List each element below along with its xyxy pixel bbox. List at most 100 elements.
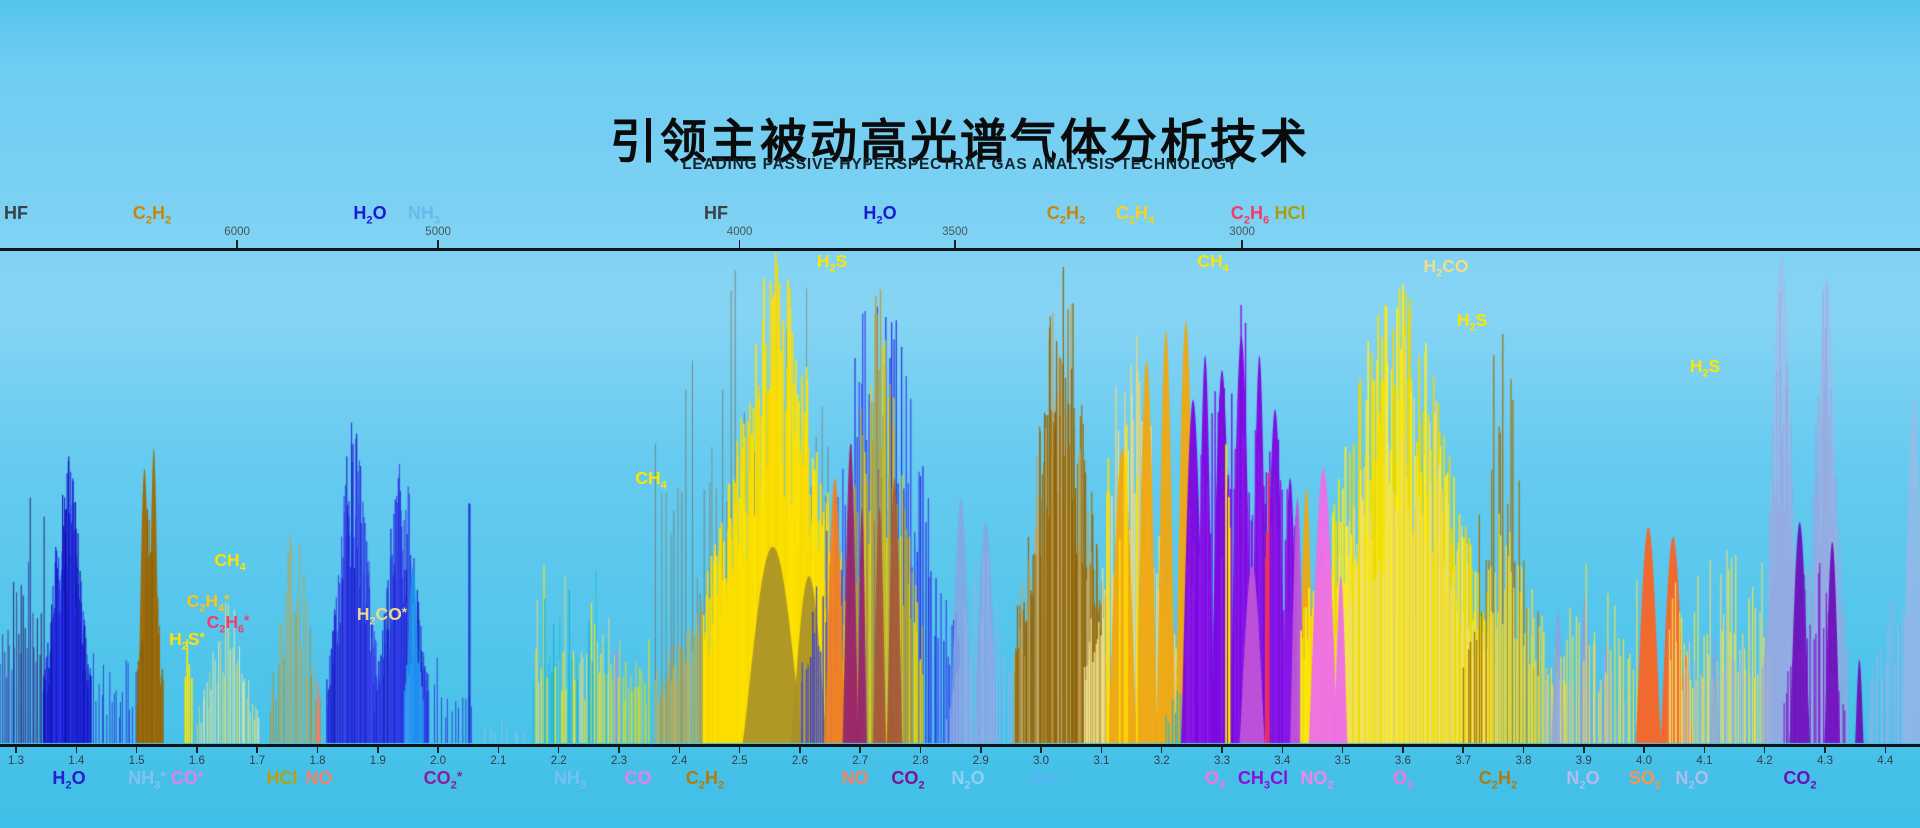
wavelength-tick-mark	[980, 746, 982, 753]
top-molecule-label: H2O	[353, 203, 387, 227]
page-title: 引领主被动高光谱气体分析技术	[610, 115, 1310, 169]
bottom-molecule-label: N2O	[951, 768, 985, 792]
chart-molecule-label: CH4	[214, 550, 246, 574]
wavenumber-tick-label: 5000	[425, 226, 451, 238]
wavelength-tick-label: 2.8	[912, 755, 929, 767]
bottom-molecule-label: NO	[841, 768, 869, 788]
wavelength-tick-label: 2.7	[852, 755, 869, 767]
wavelength-tick-mark	[859, 746, 861, 753]
bottom-molecule-label: CH3Cl	[1237, 768, 1289, 792]
bottom-molecule-label: N2O	[1675, 768, 1709, 792]
chart-molecule-label: CH4	[1197, 251, 1229, 275]
wavelength-tick-mark	[1341, 746, 1344, 753]
wavelength-tick-label: 2.6	[791, 755, 808, 767]
wavelength-tick-mark	[75, 746, 78, 753]
wavelength-tick-mark	[1040, 746, 1042, 753]
wavenumber-tick-mark	[236, 240, 238, 248]
bottom-molecule-label: CO	[624, 768, 652, 788]
wavelength-tick-mark	[1824, 746, 1826, 753]
wavenumber-tick-label: 4000	[726, 226, 753, 238]
wavelength-tick-mark	[316, 746, 319, 753]
wavelength-tick-label: 4.4	[1877, 755, 1894, 767]
bottom-molecule-label: NH3	[553, 768, 587, 792]
top-molecule-label: C2H6	[1230, 203, 1270, 227]
wavelength-tick-label: 1.8	[309, 755, 326, 767]
wavelength-tick-label: 2.2	[550, 755, 567, 767]
wavelength-tick-label: 1.9	[369, 755, 386, 767]
top-molecule-label: C2H2	[132, 203, 172, 227]
wavelength-tick-label: 1.6	[188, 755, 205, 767]
wavelength-tick-label: 2.5	[731, 755, 748, 767]
wavelength-tick-label: 4.1	[1696, 755, 1713, 767]
wavelength-tick-mark	[1462, 746, 1464, 753]
wavelength-tick-label: 1.3	[8, 755, 24, 767]
wavelength-tick-label: 3.6	[1394, 755, 1411, 767]
wavelength-tick-mark	[1160, 746, 1163, 753]
wavelength-tick-mark	[1281, 746, 1284, 753]
bottom-molecule-label: C2H2	[685, 768, 725, 792]
chart-molecule-label: C2H4*	[186, 591, 230, 615]
wavelength-tick-label: 3.0	[1033, 755, 1050, 767]
wavelength-tick-mark	[738, 746, 741, 753]
wavelength-tick-mark	[15, 746, 17, 753]
wavelength-tick-mark	[1643, 746, 1645, 753]
bottom-molecule-label: C2H2	[1478, 768, 1518, 792]
wavelength-tick-label: 2.1	[490, 755, 507, 767]
wavelength-tick-mark	[1221, 746, 1223, 753]
bottom-molecule-label: H2O	[52, 768, 86, 792]
top-molecule-label: HCl	[1274, 203, 1306, 223]
bottom-molecule-label: O3	[1204, 768, 1226, 792]
wavenumber-tick-label: 3000	[1229, 226, 1255, 238]
wavelength-tick-mark	[919, 746, 922, 753]
bottom-molecule-label: NH3	[1028, 768, 1062, 792]
chart-molecule-label: CH4	[635, 468, 667, 492]
wavelength-tick-label: 3.9	[1575, 755, 1592, 767]
wavelength-tick-label: 1.4	[68, 755, 85, 767]
wavelength-tick-mark	[1522, 746, 1525, 753]
wavelength-tick-label: 3.3	[1214, 755, 1230, 767]
wavelength-tick-label: 4.3	[1817, 755, 1833, 767]
top-molecule-label: NH3	[407, 203, 441, 227]
chart-molecule-label: H2CO*	[356, 604, 408, 628]
wavelength-tick-mark	[196, 746, 198, 753]
chart-molecule-label: H2CO	[1423, 256, 1469, 280]
bottom-molecule-label: NO2	[1300, 768, 1334, 792]
wavelength-tick-mark	[1583, 746, 1585, 753]
wavelength-tick-label: 3.7	[1455, 755, 1472, 767]
bottom-molecule-label: NO	[305, 768, 333, 788]
wavelength-tick-label: 1.7	[249, 755, 266, 767]
wavelength-tick-mark	[678, 746, 681, 753]
wavelength-tick-mark	[1402, 746, 1404, 753]
wavelength-tick-mark	[1884, 746, 1887, 753]
top-molecule-label: C2H4	[1115, 203, 1155, 227]
wavelength-tick-label: 1.5	[128, 755, 145, 767]
bottom-molecule-label: N2O	[1566, 768, 1600, 792]
wavelength-tick-label: 3.5	[1334, 755, 1351, 767]
wavelength-tick-label: 2.3	[611, 755, 627, 767]
chart-molecule-label: C2H6*	[206, 612, 250, 636]
wavelength-tick-mark	[256, 746, 258, 753]
bottom-molecule-label: CO2*	[423, 768, 463, 792]
wavelength-tick-mark	[377, 746, 379, 753]
page-subtitle: LEADING PASSIVE HYPERSPECTRAL GAS ANALYS…	[682, 156, 1238, 173]
wavenumber-tick-label: 6000	[224, 226, 250, 238]
wavelength-tick-mark	[1100, 746, 1103, 753]
bottom-molecule-label: O3	[1392, 768, 1414, 792]
wavelength-tick-mark	[1763, 746, 1766, 753]
wavelength-tick-label: 2.4	[671, 755, 688, 767]
top-molecule-label: HF	[4, 203, 28, 223]
wavelength-tick-mark	[799, 746, 801, 753]
wavelength-tick-label: 4.0	[1636, 755, 1653, 767]
wavenumber-tick-mark	[738, 240, 741, 248]
top-molecule-label: HF	[704, 203, 728, 223]
wavenumber-tick-mark	[1241, 240, 1243, 248]
wavenumber-tick-mark	[954, 240, 956, 248]
wavelength-tick-label: 3.4	[1274, 755, 1291, 767]
chart-molecule-label: H2S	[1456, 310, 1488, 334]
wavelength-axis-line	[0, 744, 1920, 747]
bottom-molecule-label: CO*	[170, 768, 204, 788]
wavelength-tick-mark	[135, 746, 138, 753]
wavenumber-tick-label: 3500	[942, 226, 968, 238]
